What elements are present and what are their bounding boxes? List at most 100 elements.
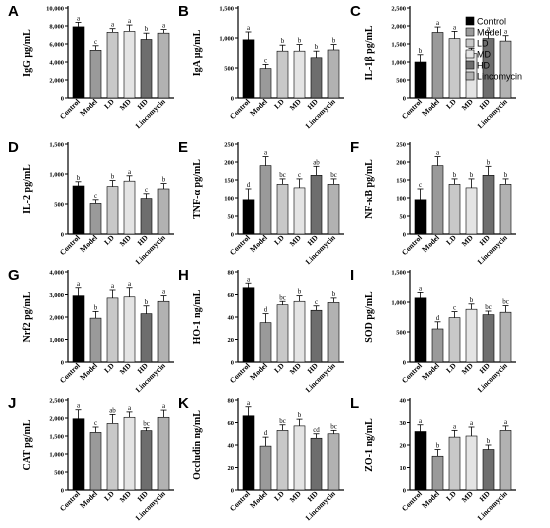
significance-label: a (453, 422, 457, 430)
y-tick-label: 0 (231, 487, 234, 494)
x-tick-label: LD (444, 233, 458, 247)
legend-swatch-md (465, 49, 475, 59)
y-tick-label: 50 (400, 213, 407, 220)
bar-lincomycin (157, 32, 170, 99)
x-tick-label: Model (78, 97, 99, 118)
x-tick-label: Model (420, 361, 441, 382)
x-tick-label: LD (444, 97, 458, 111)
y-tick-label: 80 (228, 397, 235, 404)
significance-label: c (94, 419, 97, 427)
significance-label: b (298, 37, 302, 45)
bar-lincomycin (157, 300, 170, 363)
panel-letter: E (178, 139, 188, 156)
y-tick-label: 2,000 (49, 314, 64, 321)
bar-model (89, 49, 102, 99)
bar-lincomycin (157, 188, 170, 235)
legend-swatch-model (465, 27, 475, 37)
y-tick-label: 500 (396, 329, 406, 336)
bar-model (431, 455, 444, 491)
significance-label: a (436, 19, 440, 27)
significance-label: bc (143, 420, 150, 428)
x-tick-label: Model (248, 233, 269, 254)
significance-label: c (145, 186, 148, 194)
y-tick-label: 2,000 (49, 77, 64, 84)
x-tick-label: Model (420, 97, 441, 118)
y-tick-label: 1,000 (49, 451, 64, 458)
bar-hd (310, 175, 323, 235)
bar-md (465, 308, 478, 363)
bar-control (414, 297, 427, 363)
bar-lincomycin (499, 40, 512, 99)
significance-label: bc (279, 171, 286, 179)
bar-model (259, 165, 272, 235)
significance-label: a (162, 22, 166, 30)
bar-md (123, 31, 136, 99)
significance-label: a (419, 417, 423, 425)
legend-label-md: MD (477, 50, 491, 60)
bar-ld (448, 436, 461, 491)
bar-ld (448, 317, 461, 363)
x-tick-label: MD (460, 97, 476, 113)
bar-lincomycin (499, 311, 512, 363)
y-axis-label: SOD pg/mL (364, 291, 375, 343)
bar-lincomycin (327, 433, 340, 491)
legend-swatch-lincomycin (465, 71, 475, 81)
significance-label: a (436, 149, 440, 157)
bar-ld (276, 430, 289, 491)
y-tick-label: 0 (403, 359, 406, 366)
bar-model (431, 32, 444, 99)
chart-panel-d: DIL-2 pg/mL05001,0001,500bControlcModelb… (8, 139, 174, 266)
bar-ld (448, 184, 461, 235)
y-tick-label: 0 (61, 359, 64, 366)
panel-letter: J (8, 395, 16, 412)
chart-panel-f: FNF-κB pg/mL050100150200250cControlaMode… (350, 139, 516, 266)
x-tick-label: LD (444, 361, 458, 375)
y-axis-label: IgA μg/mL (192, 29, 203, 76)
bar-ld (276, 304, 289, 363)
significance-label: cd (313, 426, 320, 434)
significance-label: a (128, 168, 132, 176)
bar-hd (140, 313, 153, 363)
significance-label: bc (330, 171, 337, 179)
panel-letter: G (8, 267, 20, 284)
y-tick-label: 1,500 (49, 433, 64, 440)
y-tick-label: 0 (61, 95, 64, 102)
x-tick-label: MD (118, 233, 134, 249)
significance-label: b (470, 296, 474, 304)
significance-label: a (128, 404, 132, 412)
bar-model (89, 432, 102, 491)
significance-label: a (264, 149, 268, 157)
bar-ld (276, 184, 289, 235)
x-tick-label: MD (118, 97, 134, 113)
significance-label: b (315, 43, 319, 51)
significance-label: b (281, 37, 285, 45)
significance-label: a (487, 24, 491, 32)
legend-label-lincomycin: Lincomycin (477, 72, 522, 82)
bar-model (431, 328, 444, 363)
y-tick-label: 250 (224, 141, 234, 148)
significance-label: a (128, 280, 132, 288)
significance-label: a (504, 28, 508, 36)
y-tick-label: 2,000 (49, 415, 64, 422)
significance-label: bc (502, 298, 509, 306)
bar-md (293, 187, 306, 235)
panel-letter: I (350, 267, 354, 284)
x-tick-label: LD (272, 233, 286, 247)
y-tick-label: 20 (228, 465, 235, 472)
significance-label: b (453, 171, 457, 179)
x-tick-label: MD (288, 233, 304, 249)
bar-hd (482, 449, 495, 491)
y-tick-label: 1,500 (219, 5, 234, 12)
bar-control (242, 199, 255, 235)
y-axis-label: IgG μg/mL (22, 29, 33, 77)
bar-md (123, 296, 136, 363)
x-tick-label: MD (118, 489, 134, 505)
x-tick-label: Model (78, 361, 99, 382)
significance-label: a (504, 418, 508, 426)
significance-label: c (298, 171, 301, 179)
y-tick-label: 40 (228, 442, 235, 449)
significance-label: a (419, 284, 423, 292)
